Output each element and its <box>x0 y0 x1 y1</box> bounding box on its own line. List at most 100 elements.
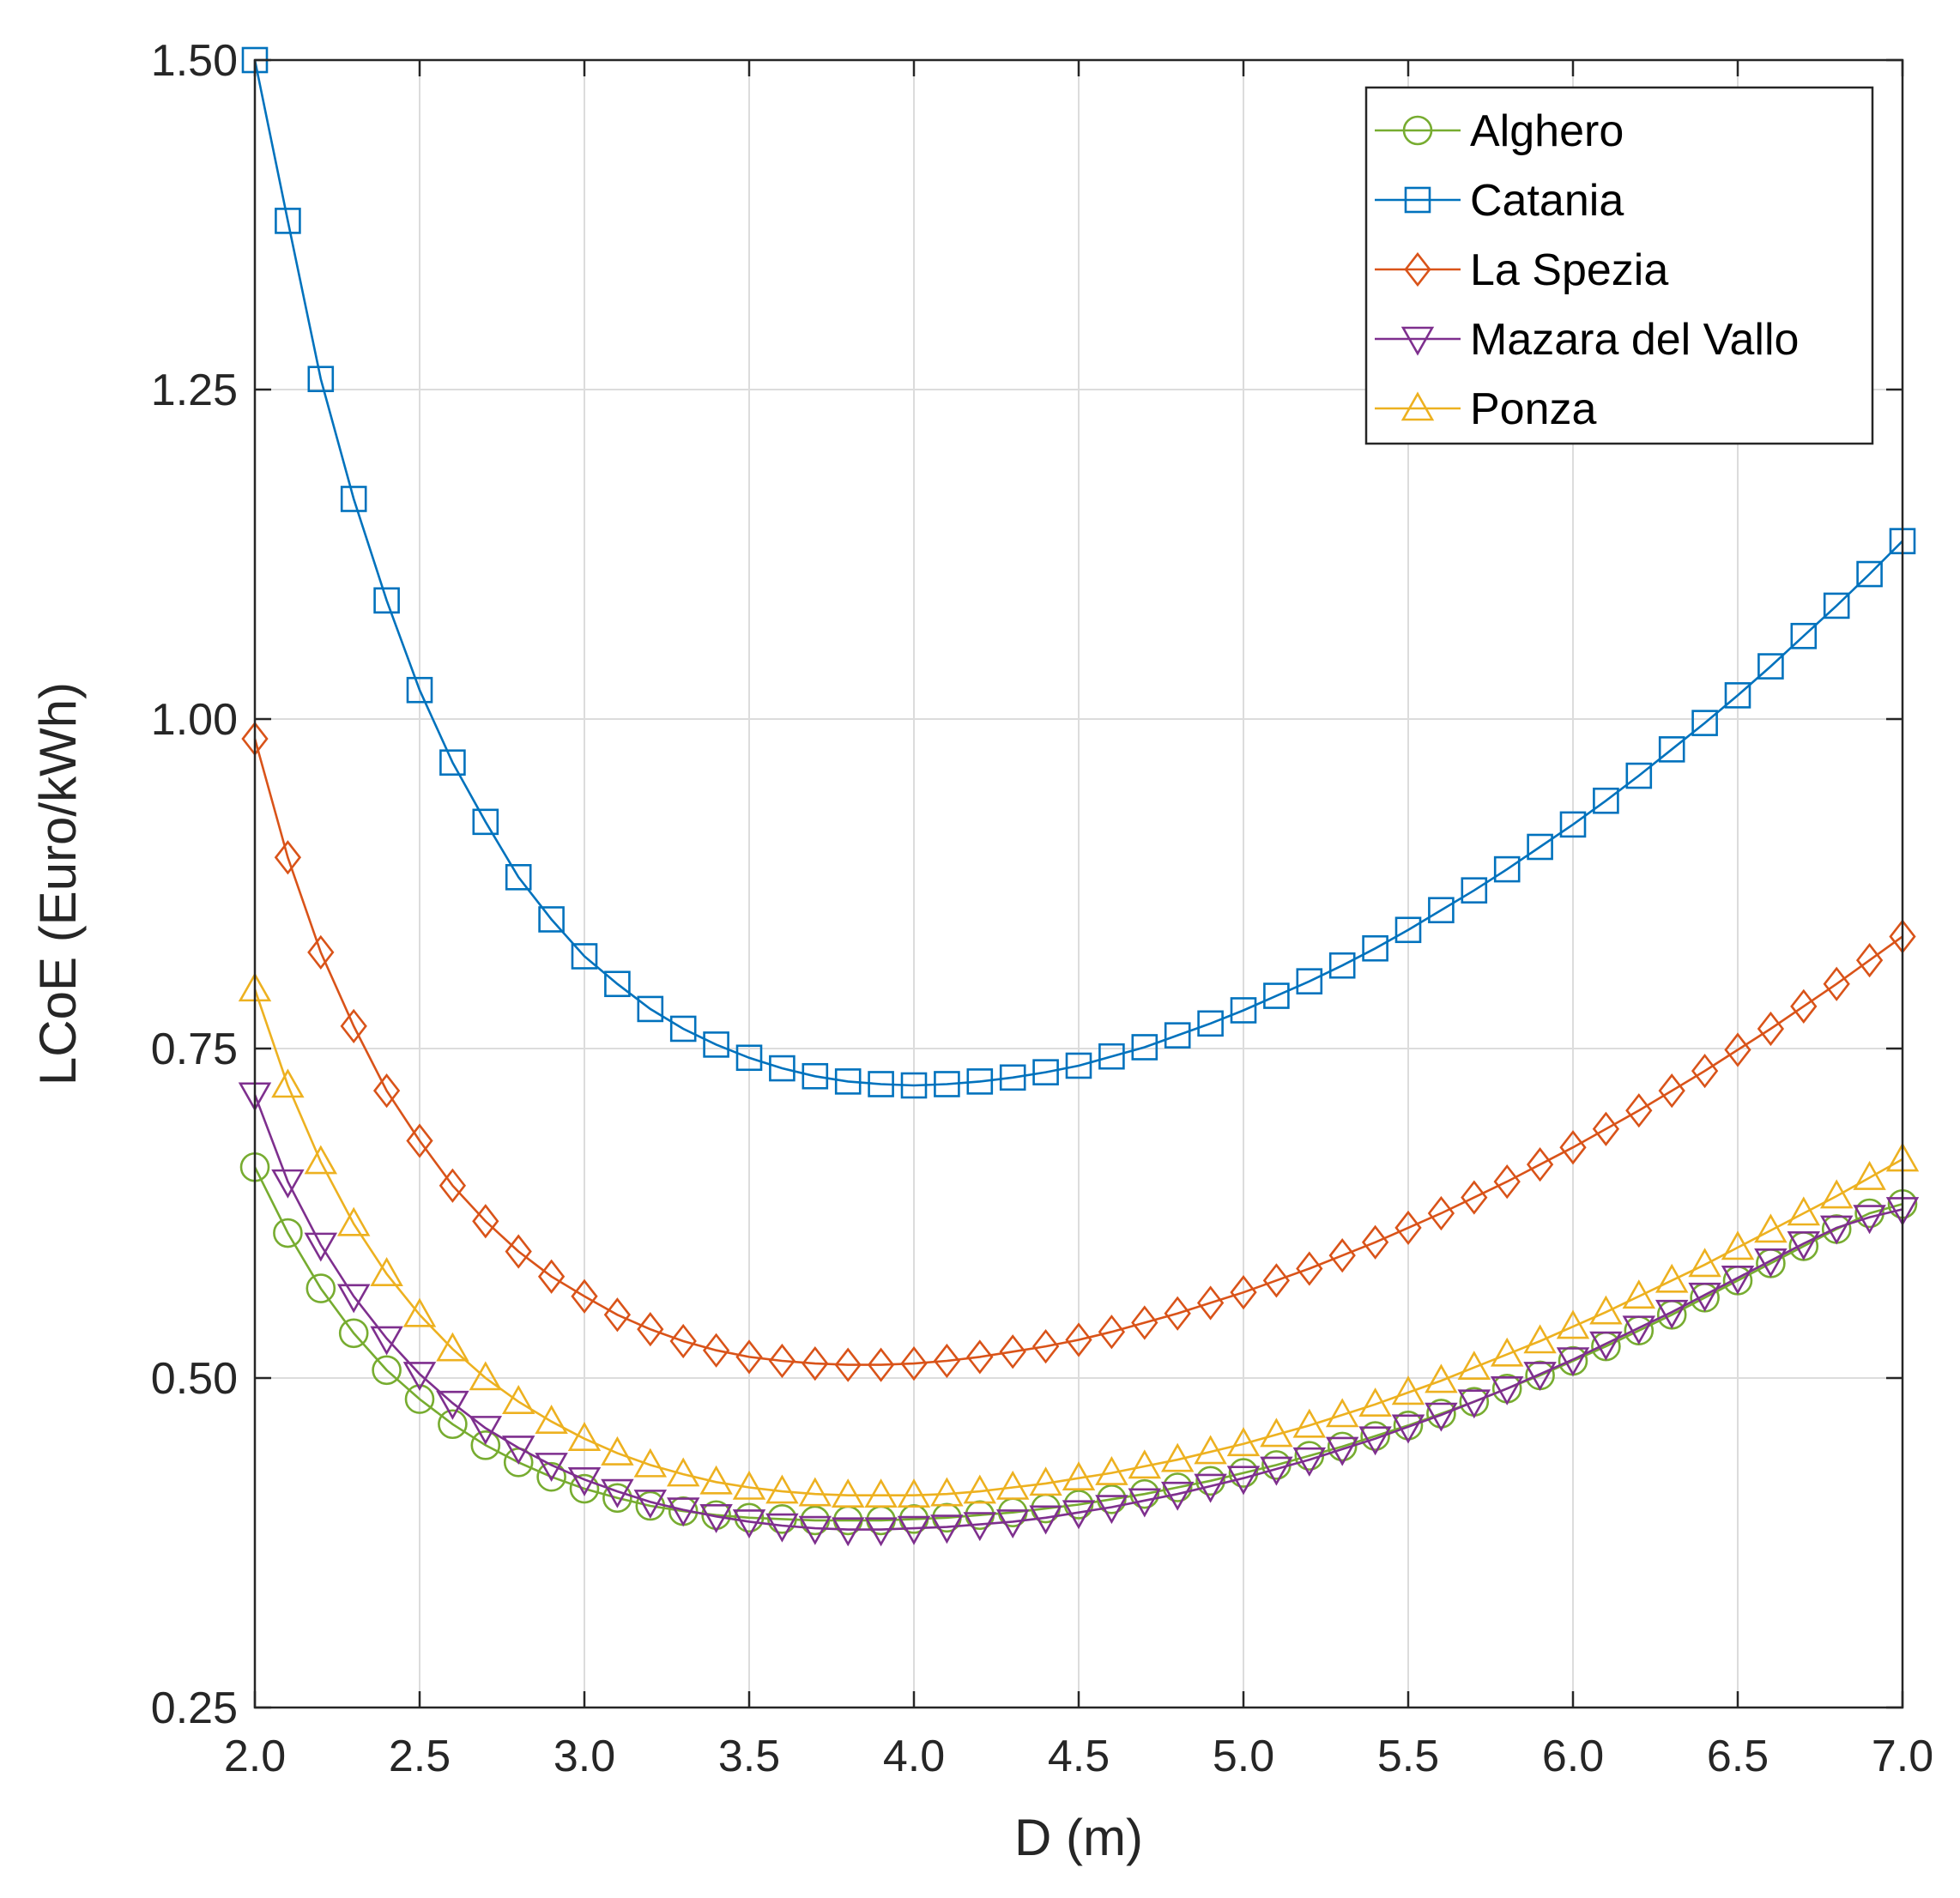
data-point-la-spezia <box>1592 1111 1620 1146</box>
data-point-mazara-del-vallo <box>1062 1500 1096 1530</box>
data-point-la-spezia <box>1361 1224 1389 1260</box>
series-group <box>238 46 1920 1547</box>
data-point-alghero <box>338 1318 369 1349</box>
data-point-mazara-del-vallo <box>699 1503 733 1533</box>
data-point-catania <box>1065 1052 1092 1079</box>
data-point-alghero <box>1360 1421 1390 1451</box>
data-point-la-spezia <box>1625 1093 1653 1128</box>
data-point-la-spezia <box>1855 942 1884 978</box>
legend-label-la-spezia: La Spezia <box>1470 245 1668 295</box>
data-point-catania <box>1328 952 1356 979</box>
data-point-alghero <box>305 1273 336 1303</box>
data-point-alghero <box>1228 1458 1259 1488</box>
x-tick-label: 7.0 <box>1872 1732 1933 1781</box>
data-point-mazara-del-vallo <box>1754 1248 1788 1278</box>
data-point-mazara-del-vallo <box>1622 1315 1656 1345</box>
data-point-catania <box>571 943 598 970</box>
legend-marker-catania <box>1404 186 1431 214</box>
data-point-la-spezia <box>867 1347 895 1382</box>
y-tick-label: 1.00 <box>151 695 238 745</box>
data-point-alghero <box>1195 1466 1225 1496</box>
data-point-la-spezia <box>1461 1180 1488 1215</box>
data-point-la-spezia <box>1757 1011 1785 1047</box>
data-point-mazara-del-vallo <box>930 1514 964 1544</box>
data-point-la-spezia <box>1526 1147 1554 1182</box>
data-point-ponza <box>1391 1375 1425 1405</box>
data-point-mazara-del-vallo <box>666 1497 700 1527</box>
data-point-ponza <box>436 1332 469 1362</box>
data-point-ponza <box>765 1474 799 1504</box>
data-point-la-spezia <box>933 1343 961 1379</box>
data-point-la-spezia <box>1131 1305 1158 1340</box>
data-point-catania <box>1461 877 1488 904</box>
data-point-catania <box>802 1062 829 1090</box>
data-point-catania <box>1593 787 1619 814</box>
data-point-mazara-del-vallo <box>1490 1375 1524 1405</box>
x-tick-label: 3.5 <box>718 1732 780 1781</box>
data-point-ponza <box>1589 1295 1623 1325</box>
data-point-mazara-del-vallo <box>469 1416 503 1446</box>
legend-entry-alghero: Alghero <box>1375 106 1624 156</box>
data-point-mazara-del-vallo <box>336 1284 371 1314</box>
data-point-mazara-del-vallo <box>1787 1231 1821 1260</box>
data-point-mazara-del-vallo <box>1325 1436 1359 1466</box>
data-point-ponza <box>1194 1435 1227 1465</box>
x-tick-label: 3.0 <box>554 1732 615 1781</box>
data-point-mazara-del-vallo <box>501 1436 535 1466</box>
data-point-mazara-del-vallo <box>1556 1347 1590 1377</box>
data-point-ponza <box>864 1478 898 1508</box>
data-point-catania <box>472 808 499 836</box>
data-point-mazara-del-vallo <box>798 1515 832 1545</box>
y-tick-label: 0.25 <box>151 1683 238 1733</box>
data-point-ponza <box>271 1068 305 1098</box>
data-point-catania <box>1493 855 1521 883</box>
data-point-ponza <box>831 1478 865 1508</box>
data-point-la-spezia <box>1098 1315 1126 1350</box>
data-point-catania <box>1658 736 1685 763</box>
data-point-mazara-del-vallo <box>1523 1362 1557 1392</box>
x-tick-label: 4.0 <box>883 1732 945 1781</box>
data-point-la-spezia <box>900 1345 928 1381</box>
data-point-ponza <box>1160 1442 1195 1472</box>
data-point-catania <box>868 1071 894 1097</box>
data-point-la-spezia <box>1559 1130 1587 1165</box>
data-point-mazara-del-vallo <box>1688 1282 1721 1312</box>
data-point-ponza <box>1325 1398 1359 1428</box>
data-point-alghero <box>602 1483 632 1514</box>
y-tick-label: 0.75 <box>151 1025 238 1074</box>
data-point-mazara-del-vallo <box>1457 1389 1491 1419</box>
data-point-ponza <box>732 1470 766 1500</box>
data-point-alghero <box>767 1504 797 1534</box>
data-point-mazara-del-vallo <box>1655 1299 1689 1329</box>
data-point-catania <box>1131 1034 1158 1061</box>
data-point-catania <box>538 906 565 933</box>
data-point-mazara-del-vallo <box>370 1326 403 1356</box>
data-point-mazara-del-vallo <box>1589 1331 1623 1361</box>
data-point-la-spezia <box>834 1347 862 1382</box>
data-point-ponza <box>1292 1408 1327 1438</box>
data-point-la-spezia <box>1724 1032 1751 1067</box>
data-point-la-spezia <box>537 1259 566 1294</box>
data-point-ponza <box>930 1477 964 1507</box>
data-point-mazara-del-vallo <box>1391 1414 1425 1444</box>
data-point-ponza <box>1754 1213 1788 1243</box>
data-point-ponza <box>567 1422 602 1451</box>
data-point-la-spezia <box>966 1339 994 1375</box>
data-point-catania <box>1098 1043 1125 1070</box>
data-point-ponza <box>1556 1309 1590 1339</box>
series-line-mazara-del-vallo <box>253 1094 1903 1531</box>
series-mazara-del-vallo <box>238 1082 1920 1547</box>
data-point-mazara-del-vallo <box>567 1466 602 1496</box>
legend-marker-mazara-del-vallo <box>1400 326 1435 356</box>
y-tick-labels: 0.25 0.50 0.75 1.00 1.25 1.50 <box>151 36 238 1733</box>
data-point-alghero <box>569 1473 600 1504</box>
data-point-catania <box>1263 982 1290 1009</box>
legend-label-ponza: Ponza <box>1470 384 1597 434</box>
data-point-catania <box>900 1072 928 1099</box>
data-point-ponza <box>1260 1417 1293 1448</box>
data-point-ponza <box>501 1385 535 1414</box>
data-point-catania <box>669 1015 697 1043</box>
data-point-la-spezia <box>1262 1263 1291 1298</box>
data-point-catania <box>1790 622 1818 650</box>
data-point-catania <box>735 1044 763 1072</box>
